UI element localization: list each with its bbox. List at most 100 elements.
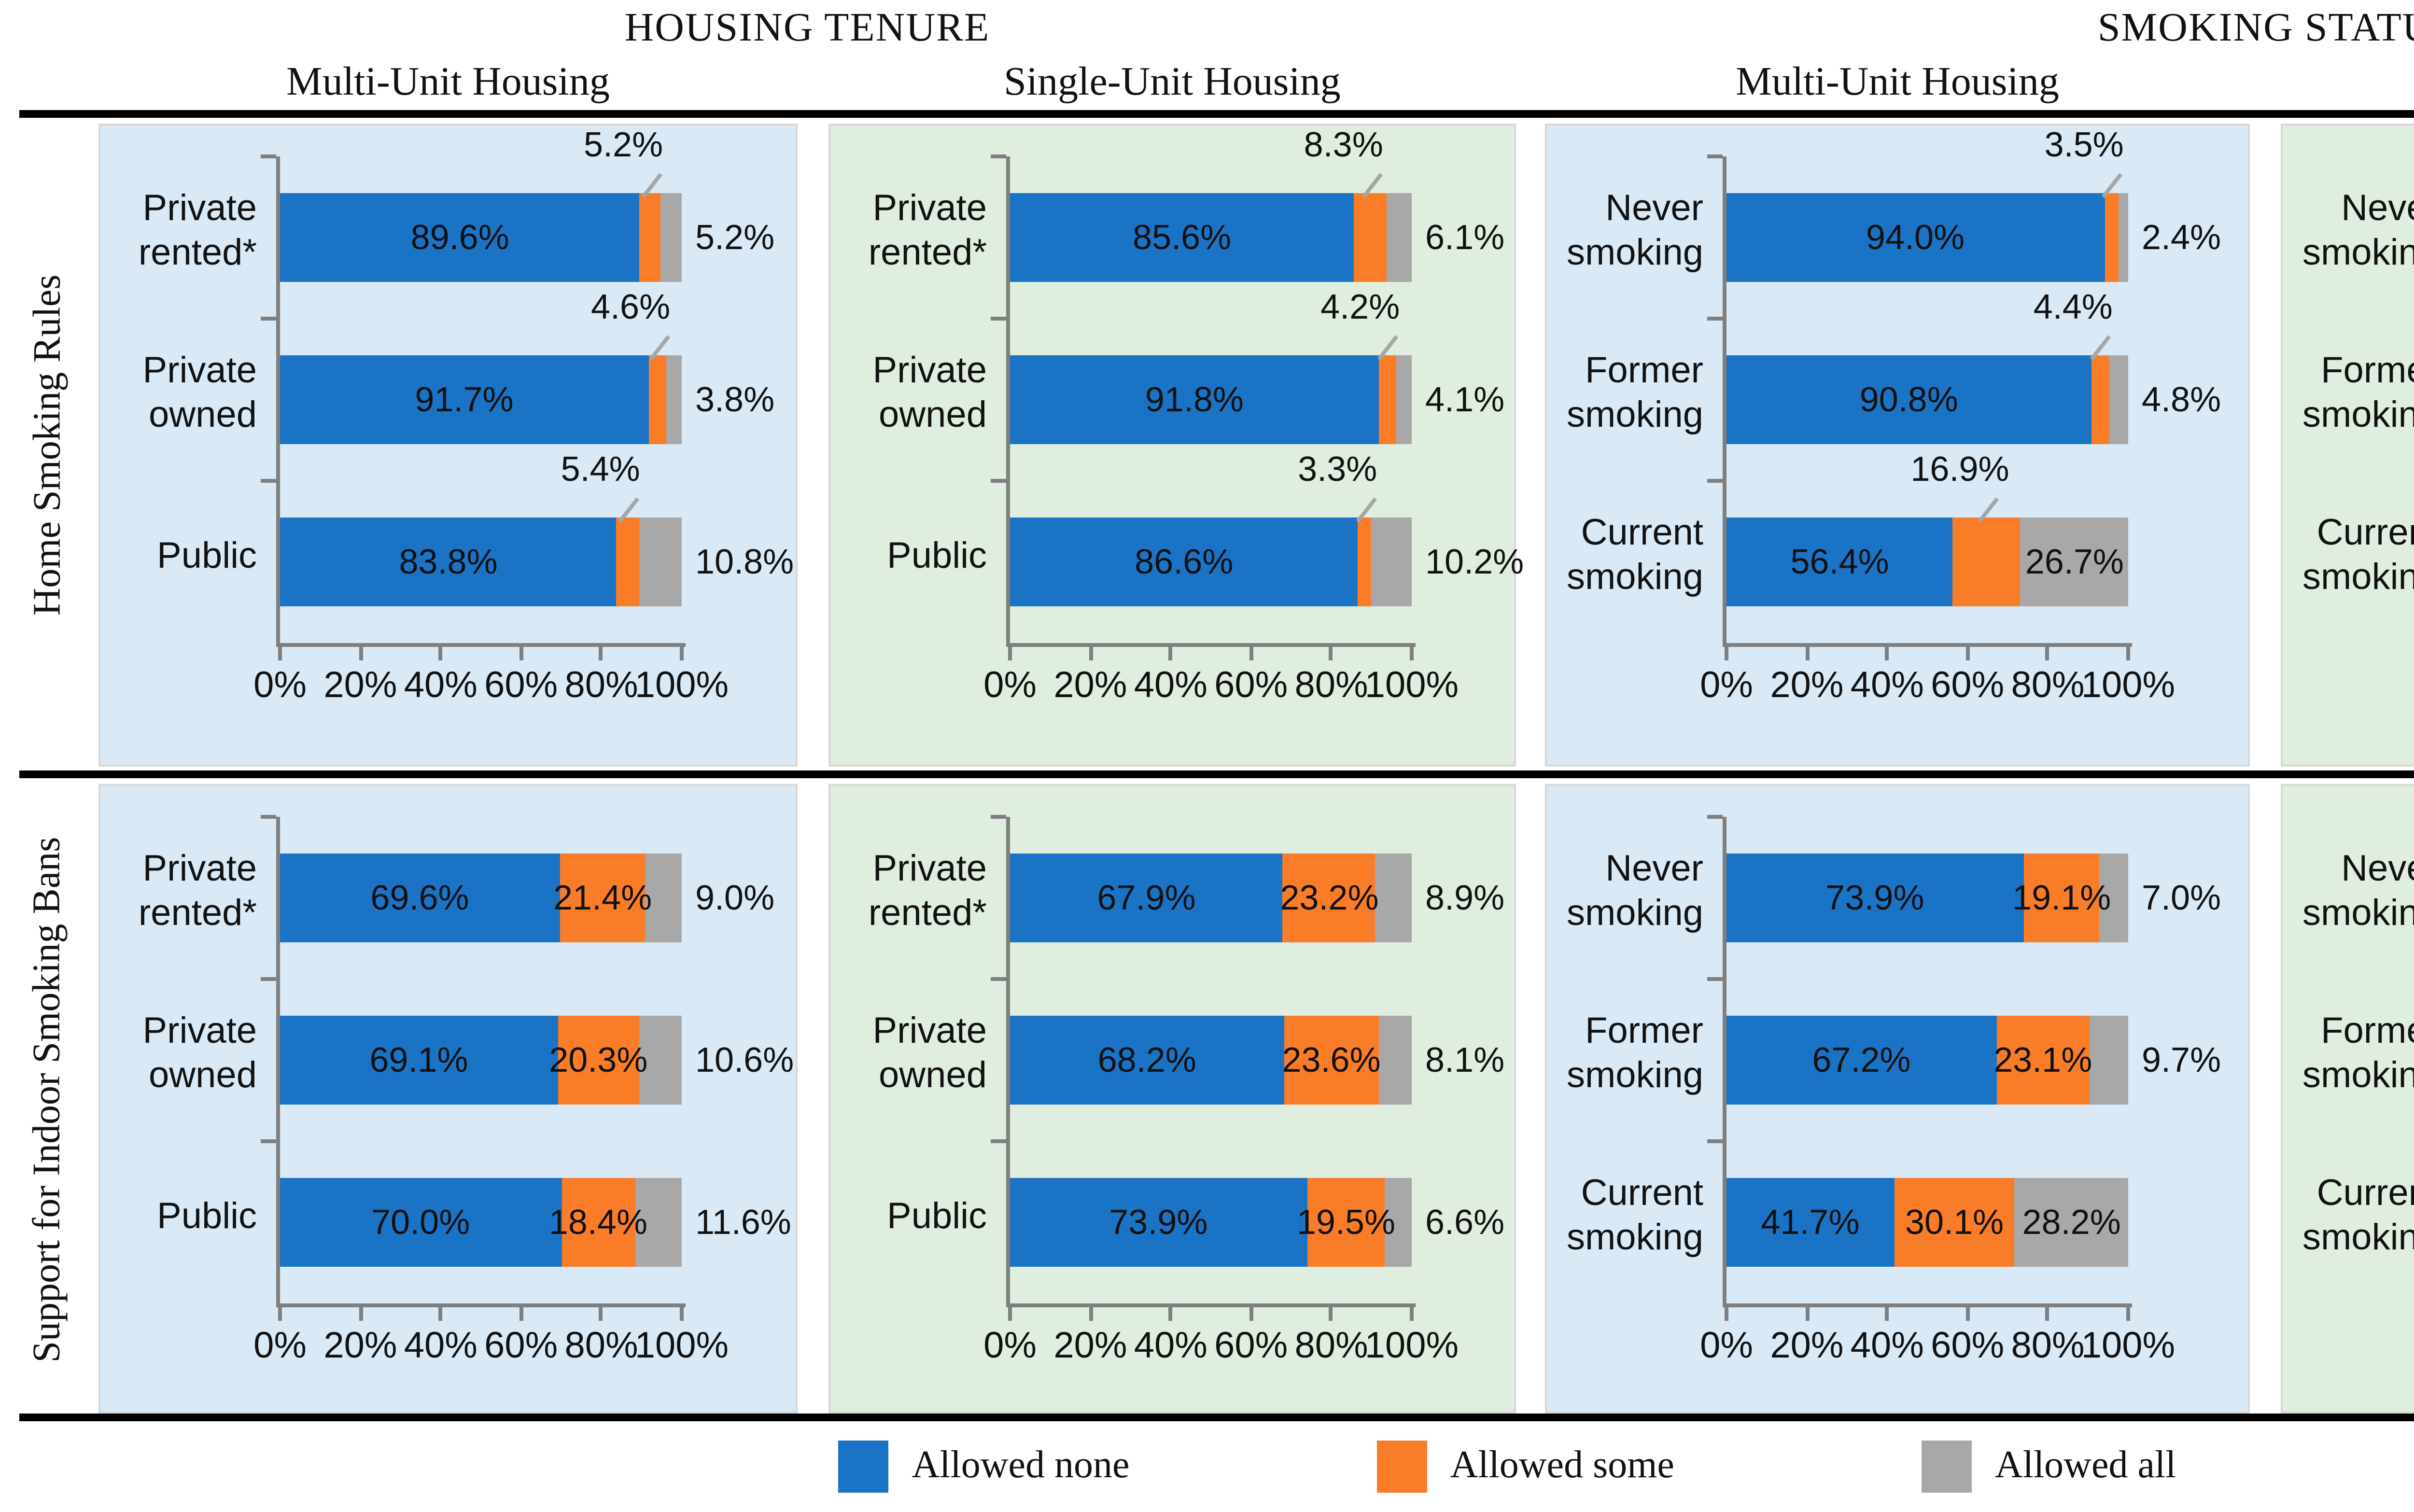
value-label-some: 21.4% bbox=[553, 879, 652, 917]
y-axis-tick bbox=[991, 479, 1006, 483]
value-label-some-callout: 3.3% bbox=[1298, 450, 1377, 489]
value-label-none: 73.9% bbox=[1825, 879, 1924, 917]
bar-segment-allowed-some bbox=[648, 355, 667, 444]
bar-segment-allowed-some bbox=[1996, 1016, 2090, 1105]
x-axis-tick bbox=[438, 647, 443, 660]
x-axis-tick bbox=[278, 1307, 282, 1321]
x-tick-label: 40% bbox=[1850, 1327, 1924, 1367]
x-axis-tick bbox=[2046, 1307, 2050, 1321]
y-axis-tick bbox=[1707, 317, 1723, 321]
x-axis-tick bbox=[1249, 647, 1253, 660]
x-axis-tick bbox=[2126, 647, 2130, 660]
x-tick-label: 60% bbox=[1214, 1327, 1288, 1367]
legend: Allowed none Allowed some Allowed all bbox=[0, 1421, 2414, 1512]
category-label: Current smoking bbox=[1567, 1174, 1703, 1259]
x-tick-label: 0% bbox=[253, 1327, 307, 1367]
category-label: Private owned bbox=[872, 1012, 987, 1097]
x-tick-label: 0% bbox=[2400, 1327, 2414, 1369]
value-label-some: 19.1% bbox=[2012, 879, 2111, 917]
divider-middle bbox=[19, 770, 2414, 778]
x-tick-label: 100% bbox=[1364, 666, 1459, 707]
bar-segment-allowed-some bbox=[557, 1016, 639, 1105]
x-tick-label: 0% bbox=[1700, 1327, 1753, 1367]
bar-segment-allowed-all bbox=[1395, 355, 1412, 444]
x-axis-tick bbox=[358, 1307, 363, 1321]
y-axis-tick bbox=[1707, 815, 1723, 819]
y-axis-tick bbox=[991, 154, 1006, 158]
x-tick-label: 40% bbox=[1850, 666, 1924, 707]
y-axis-tick bbox=[1707, 479, 1723, 483]
x-tick-label: 40% bbox=[1134, 666, 1207, 707]
value-label-all: 10.8% bbox=[695, 543, 794, 581]
category-label: Current smoking bbox=[2302, 514, 2414, 599]
x-axis-tick bbox=[1725, 1307, 1728, 1321]
category-label: Former smoking bbox=[1567, 351, 1703, 436]
value-label-none: 91.7% bbox=[415, 380, 514, 419]
x-tick-label: 60% bbox=[1931, 1327, 2005, 1367]
value-label-none: 90.8% bbox=[1859, 380, 1958, 419]
bar-segment-allowed-some bbox=[1358, 518, 1371, 606]
bar-segment-allowed-none bbox=[1010, 193, 1354, 282]
category-label: Current smoking bbox=[1567, 514, 1703, 599]
value-label-none: 41.7% bbox=[1761, 1203, 1860, 1242]
value-label-some-callout: 8.3% bbox=[1304, 126, 1383, 164]
bar-segment-allowed-some bbox=[2091, 355, 2109, 444]
value-label-all: 26.7% bbox=[2025, 543, 2124, 581]
x-tick-label: 0% bbox=[1700, 666, 1753, 707]
allowed-all-swatch bbox=[1921, 1441, 1972, 1493]
value-label-none: 83.8% bbox=[399, 543, 498, 581]
bar-segment-allowed-none bbox=[1726, 518, 1953, 606]
x-tick-label: 100% bbox=[634, 666, 729, 707]
value-label-all: 4.1% bbox=[1425, 380, 1505, 419]
bar-segment-allowed-some bbox=[561, 1178, 635, 1267]
bar-segment-allowed-all bbox=[639, 1016, 682, 1105]
x-tick-label: 40% bbox=[404, 666, 477, 707]
bar-segment-allowed-none bbox=[280, 1178, 561, 1267]
x-axis-line bbox=[276, 643, 686, 647]
bar-segment-allowed-none bbox=[1010, 1178, 1307, 1267]
x-tick-label: 80% bbox=[1294, 666, 1368, 707]
y-axis-tick bbox=[991, 815, 1006, 819]
category-label: Private owned bbox=[142, 1012, 257, 1097]
x-axis-line bbox=[1723, 1303, 2132, 1307]
x-tick-label: 60% bbox=[484, 666, 558, 707]
x-tick-label: 80% bbox=[564, 1327, 638, 1367]
x-axis-tick bbox=[438, 1307, 443, 1321]
category-label: Private rented* bbox=[868, 189, 987, 274]
bar-segment-allowed-all bbox=[1371, 518, 1412, 606]
bar-segment-allowed-none bbox=[1726, 1016, 1997, 1105]
x-tick-label: 20% bbox=[1770, 666, 1844, 707]
category-label: Former smoking bbox=[1567, 1012, 1703, 1097]
row-label-support-indoor-smoking-bans: Support for Indoor Smoking Bans bbox=[27, 836, 70, 1362]
value-label-all: 28.2% bbox=[2022, 1203, 2121, 1242]
value-label-some-callout: 4.6% bbox=[591, 288, 671, 326]
bar-segment-allowed-some bbox=[1953, 518, 2021, 606]
value-label-some: 23.6% bbox=[1282, 1041, 1381, 1079]
x-axis-tick bbox=[1329, 647, 1333, 660]
value-label-all: 9.7% bbox=[2142, 1041, 2221, 1079]
y-axis-tick bbox=[261, 815, 276, 819]
y-axis-line bbox=[276, 817, 280, 1307]
value-label-none: 67.9% bbox=[1097, 879, 1196, 917]
category-label: Private rented* bbox=[138, 189, 257, 274]
value-label-all: 10.2% bbox=[1425, 543, 1524, 581]
x-axis-tick bbox=[1329, 1307, 1333, 1321]
bar-segment-allowed-some bbox=[2104, 193, 2119, 282]
value-label-none: 68.2% bbox=[1097, 1041, 1196, 1079]
x-tick-label: 20% bbox=[1053, 1327, 1127, 1367]
category-label: Public bbox=[887, 536, 987, 576]
bar-segment-allowed-none bbox=[1010, 1016, 1284, 1105]
bar-segment-allowed-some bbox=[617, 518, 639, 606]
value-label-some-callout: 5.2% bbox=[584, 126, 663, 164]
bar-segment-allowed-all bbox=[646, 854, 682, 942]
x-tick-label: 0% bbox=[983, 1327, 1037, 1367]
value-label-all: 11.6% bbox=[695, 1203, 791, 1242]
value-label-none: 69.6% bbox=[370, 879, 469, 917]
y-axis-tick bbox=[261, 317, 276, 321]
value-label-none: 91.8% bbox=[1145, 380, 1244, 419]
x-tick-label: 80% bbox=[2011, 666, 2085, 707]
x-axis-tick bbox=[599, 647, 604, 660]
legend-item-allowed-none: Allowed none bbox=[838, 1441, 1130, 1493]
value-label-all: 9.0% bbox=[695, 879, 775, 917]
